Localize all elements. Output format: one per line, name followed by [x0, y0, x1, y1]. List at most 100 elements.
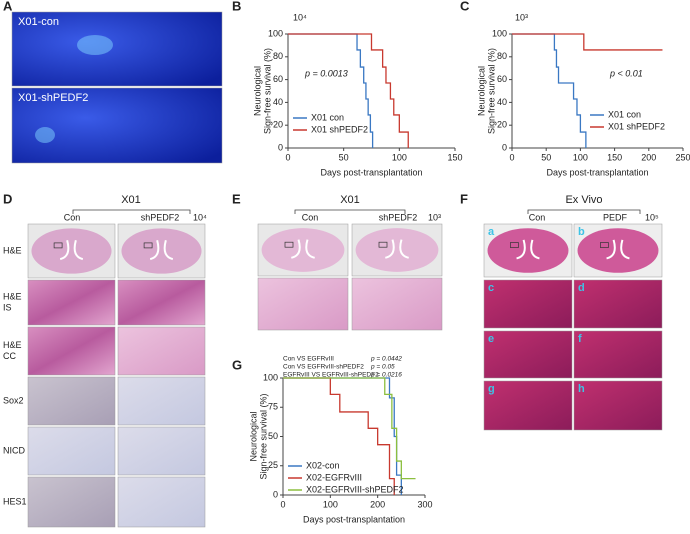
image [27, 426, 116, 476]
legend-label: X01 shPEDF2 [311, 124, 368, 134]
tile-label: d [578, 282, 585, 294]
y-tick-label: 100 [268, 28, 283, 38]
column-label: Con [529, 212, 546, 222]
tile-label: f [578, 333, 582, 345]
y-tick-label: 60 [273, 74, 283, 84]
panel-title: X01 [121, 194, 141, 206]
y-tick-label: 20 [273, 120, 283, 130]
column-label: shPEDF2 [379, 212, 418, 222]
ventricle [149, 239, 174, 261]
ventricle [516, 239, 540, 260]
row-label: IS [3, 302, 12, 312]
comparison-p: p = 0.0216 [370, 372, 402, 379]
ventricle [59, 239, 84, 261]
y-tick-label: 60 [497, 74, 507, 84]
tile-label: a [488, 226, 495, 238]
x-tick-label: 0 [509, 152, 514, 162]
survival-line [512, 33, 663, 51]
cell-count: 10⁵ [645, 212, 659, 222]
roi-box [53, 242, 63, 249]
roi-box [378, 241, 388, 248]
survival-line [283, 377, 395, 495]
legend-label: X01 con [311, 112, 344, 122]
row-label: H&E [3, 245, 22, 255]
x-tick-label: 100 [573, 152, 588, 162]
brain-section [121, 228, 202, 274]
panel-letter: G [232, 357, 242, 372]
legend-label: X02-con [306, 460, 340, 470]
x-tick-label: 0 [280, 499, 285, 509]
brain-section [487, 228, 569, 273]
image [27, 376, 116, 426]
image [11, 87, 223, 164]
row-label: H&E [3, 340, 22, 350]
row-label: HES1 [3, 496, 27, 506]
x-tick-label: 300 [417, 499, 432, 509]
roi-box [600, 242, 609, 248]
panel-letter: B [232, 0, 241, 13]
image [573, 279, 663, 329]
x-tick-label: 100 [323, 499, 338, 509]
panel-letter: A [3, 0, 13, 13]
comparison-p: p = 0.05 [370, 364, 395, 371]
y-tick-label: 40 [273, 97, 283, 107]
x-tick-label: 50 [541, 152, 551, 162]
cell-count: 10⁴ [193, 212, 207, 222]
comparison: Con VS EGFRvIII-shPEDF2 [283, 364, 364, 371]
y-tick-label: 75 [268, 402, 278, 412]
image [27, 279, 116, 326]
y-tick-label: 100 [492, 28, 507, 38]
row-label: NICD [3, 445, 25, 455]
tile-label: g [488, 383, 495, 395]
tile-label: e [488, 333, 494, 345]
survival-line [288, 33, 374, 148]
panel-title: Ex Vivo [565, 194, 602, 206]
y-axis-label: Sign-free survival (%) [262, 48, 272, 134]
comparison-p: p = 0.0442 [370, 356, 402, 363]
image [117, 326, 206, 376]
bracket [527, 209, 641, 214]
image [117, 279, 206, 326]
y-axis-label: Sign-free survival (%) [258, 393, 268, 479]
comparison: Con VS EGFRvIII [283, 356, 334, 363]
image-label: X01-con [18, 16, 59, 28]
x-tick-label: 0 [285, 152, 290, 162]
x-axis-label: Days post-transplantation [320, 167, 422, 177]
brain-section [261, 228, 345, 272]
y-tick-label: 80 [273, 51, 283, 61]
column-label: shPEDF2 [141, 212, 180, 222]
row-label: CC [3, 351, 16, 361]
tile-label: b [578, 226, 585, 238]
panel-letter: D [3, 191, 12, 206]
row-label: H&E [3, 291, 22, 301]
panel-title: X01 [340, 194, 360, 206]
y-tick-label: 100 [263, 372, 278, 382]
x-tick-label: 250 [675, 152, 690, 162]
y-axis-label: Neurological [252, 66, 262, 116]
comparison: EGFRvIII VS EGFRvIII-shPEDF2 [283, 372, 379, 379]
survival-line [283, 377, 416, 480]
y-tick-label: 80 [497, 51, 507, 61]
image [117, 476, 206, 528]
image [117, 426, 206, 476]
roi-box [510, 242, 519, 248]
image [11, 11, 223, 87]
image [117, 376, 206, 426]
ventricle [606, 239, 630, 260]
bracket [294, 209, 406, 214]
ventricle [385, 239, 409, 259]
tile-label: h [578, 383, 585, 395]
legend-label: X02-EGFRvIII [306, 472, 362, 482]
x-tick-label: 200 [370, 499, 385, 509]
x-tick-label: 100 [392, 152, 407, 162]
image [257, 277, 349, 331]
column-label: PEDF [603, 212, 628, 222]
image [351, 277, 443, 331]
bracket [72, 209, 191, 214]
column-label: Con [302, 212, 319, 222]
image-label: X01-shPEDF2 [18, 92, 88, 104]
x-tick-label: 150 [607, 152, 622, 162]
x-tick-label: 50 [339, 152, 349, 162]
tumor-signal [35, 127, 55, 143]
